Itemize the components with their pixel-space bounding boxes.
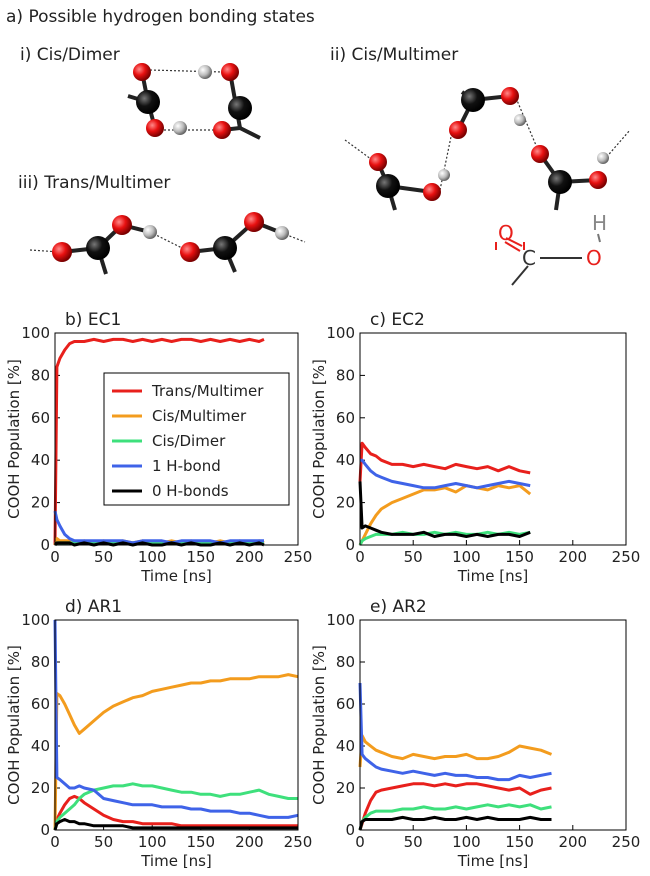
x-tick-label: 0	[355, 833, 365, 851]
x-tick-label: 0	[355, 548, 365, 566]
y-tick-label: 20	[336, 779, 355, 797]
series-line	[55, 511, 264, 543]
x-tick-label: 50	[94, 833, 113, 851]
x-tick-label: 50	[404, 548, 423, 566]
x-tick-label: 150	[186, 548, 215, 566]
series-line	[360, 460, 530, 488]
x-tick-label: 200	[235, 548, 264, 566]
x-tick-label: 100	[452, 833, 481, 851]
x-axis-label: Time [ns]	[140, 567, 212, 585]
y-tick-label: 80	[31, 653, 50, 671]
y-tick-label: 80	[31, 366, 50, 384]
y-axis-label: COOH Population [%]	[310, 359, 328, 519]
x-tick-label: 50	[94, 548, 113, 566]
series-line	[360, 683, 552, 780]
chart-title: c) EC2	[370, 310, 425, 330]
y-tick-label: 40	[31, 737, 50, 755]
y-tick-label: 20	[31, 494, 50, 512]
y-axis-label: COOH Population [%]	[5, 359, 23, 519]
legend-label: Trans/Multimer	[151, 382, 264, 400]
y-axis-label: COOH Population [%]	[5, 645, 23, 805]
y-tick-label: 80	[336, 366, 355, 384]
x-axis-label: Time [ns]	[140, 852, 212, 870]
figure: a) Possible hydrogen bonding states i) C…	[0, 0, 650, 872]
x-tick-label: 200	[558, 548, 587, 566]
cooh-sketch: O H C O	[496, 211, 607, 285]
y-tick-label: 0	[40, 536, 50, 554]
chart-title: d) AR1	[65, 597, 122, 617]
y-tick-label: 40	[31, 451, 50, 469]
cis-dimer	[128, 63, 260, 139]
y-tick-label: 0	[345, 536, 355, 554]
y-tick-label: 100	[326, 324, 355, 342]
atom-label: H	[592, 211, 607, 235]
x-tick-label: 100	[138, 548, 167, 566]
x-tick-label: 150	[505, 548, 534, 566]
x-tick-label: 250	[612, 833, 641, 851]
panel-label: i) Cis/Dimer	[20, 45, 120, 65]
x-tick-label: 0	[50, 548, 60, 566]
chart-title: e) AR2	[370, 597, 427, 617]
atom-label: O	[498, 221, 514, 245]
y-tick-label: 40	[336, 737, 355, 755]
series-line	[360, 736, 552, 768]
x-axis-label: Time [ns]	[457, 567, 529, 585]
series-line	[360, 486, 530, 545]
cis-multimer	[345, 87, 630, 210]
x-tick-label: 200	[235, 833, 264, 851]
x-tick-label: 150	[186, 833, 215, 851]
y-tick-label: 80	[336, 653, 355, 671]
y-tick-label: 60	[31, 695, 50, 713]
x-tick-label: 250	[612, 548, 641, 566]
plot-frame	[55, 620, 298, 830]
chart-title: b) EC1	[65, 310, 121, 330]
x-tick-label: 100	[452, 548, 481, 566]
series-line	[55, 620, 298, 817]
y-tick-label: 100	[21, 324, 50, 342]
atom-label: C	[522, 246, 536, 270]
y-tick-label: 40	[336, 451, 355, 469]
panel-label: ii) Cis/Multimer	[330, 45, 458, 65]
charts: b) EC1 Time [ns] COOH Population [%] 0 50 100…	[5, 310, 640, 870]
panel-label: iii) Trans/Multimer	[18, 173, 170, 193]
figure-title: a) Possible hydrogen bonding states	[6, 7, 315, 27]
y-tick-label: 0	[40, 821, 50, 839]
legend-label: 0 H-bonds	[152, 482, 229, 500]
trans-multimer	[30, 212, 305, 274]
x-tick-label: 100	[138, 833, 167, 851]
y-tick-label: 0	[345, 821, 355, 839]
x-tick-label: 0	[50, 833, 60, 851]
series-line	[360, 817, 552, 830]
legend-label: Cis/Multimer	[152, 407, 247, 425]
x-tick-label: 200	[558, 833, 587, 851]
y-tick-label: 20	[31, 779, 50, 797]
x-axis-label: Time [ns]	[457, 852, 529, 870]
y-tick-label: 20	[336, 494, 355, 512]
x-tick-label: 250	[284, 548, 313, 566]
y-tick-label: 60	[31, 409, 50, 427]
x-tick-label: 150	[505, 833, 534, 851]
y-tick-label: 100	[326, 611, 355, 629]
y-tick-label: 100	[21, 611, 50, 629]
y-axis-label: COOH Population [%]	[310, 645, 328, 805]
y-tick-label: 60	[336, 695, 355, 713]
series-line	[360, 481, 530, 536]
plot-frame	[360, 620, 626, 830]
x-tick-label: 250	[284, 833, 313, 851]
legend-label: 1 H-bond	[152, 457, 221, 475]
atom-label: O	[586, 246, 602, 270]
y-tick-label: 60	[336, 409, 355, 427]
legend-label: Cis/Dimer	[152, 432, 226, 450]
series-line	[360, 443, 530, 481]
plot-frame	[360, 333, 626, 545]
x-tick-label: 50	[404, 833, 423, 851]
